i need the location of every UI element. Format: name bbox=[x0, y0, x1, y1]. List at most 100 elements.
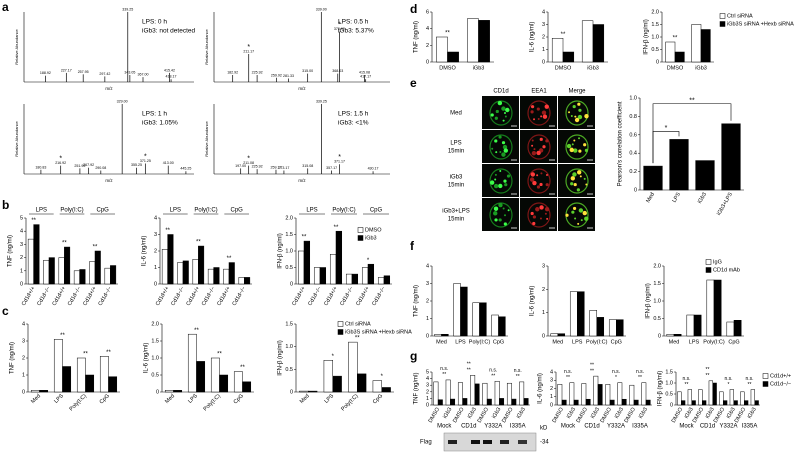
y-tick-label: 1 bbox=[542, 47, 545, 53]
bar bbox=[491, 314, 499, 337]
bar bbox=[48, 257, 55, 285]
legend-swatch bbox=[762, 381, 769, 387]
group-label: LPS bbox=[36, 208, 47, 214]
y-tick-label: 5 bbox=[426, 369, 429, 375]
fluorescent-spot bbox=[502, 119, 505, 122]
bar bbox=[695, 160, 715, 191]
significance: * bbox=[367, 258, 370, 264]
bar bbox=[207, 268, 214, 285]
y-tick-label: 6 bbox=[426, 9, 429, 15]
group-label: CpG bbox=[96, 208, 109, 214]
y-tick-label: 0.5 bbox=[653, 316, 661, 322]
significance: ** bbox=[165, 228, 170, 234]
bar bbox=[177, 262, 184, 285]
fluorescent-spot bbox=[570, 114, 573, 117]
y-tick-label: 0.5 bbox=[665, 391, 673, 397]
bar bbox=[161, 249, 168, 285]
fluorescent-spot bbox=[545, 139, 549, 143]
peak-label: 182.92 bbox=[227, 70, 238, 74]
bar bbox=[238, 277, 245, 285]
y-tick-label: 1 bbox=[426, 316, 429, 322]
y-tick-label: 1.0 bbox=[285, 344, 293, 350]
y-tick-label: 0 bbox=[22, 389, 25, 395]
fluorescent-spot bbox=[545, 183, 549, 187]
y-tick-label: 4 bbox=[154, 215, 157, 221]
y-tick-label: 0.5 bbox=[151, 372, 159, 378]
group-label: Mock bbox=[437, 424, 452, 430]
y-tick-label: 0.5 bbox=[285, 265, 293, 271]
bar bbox=[641, 382, 647, 406]
category-label: Med bbox=[299, 393, 311, 405]
y-axis-label: IL-6 (ng/ml) bbox=[142, 236, 148, 267]
row-label: 15min bbox=[448, 217, 464, 223]
y-tick-label: 1.5 bbox=[653, 281, 661, 287]
bar bbox=[698, 389, 703, 406]
bar bbox=[436, 36, 448, 63]
spectrum-annotation: LPS: 0 h bbox=[142, 19, 167, 26]
peak-label: 227.17 bbox=[61, 68, 72, 72]
fluorescent-spot bbox=[536, 174, 539, 177]
category-label: iGb3 bbox=[697, 192, 708, 205]
fluorescent-spot bbox=[504, 183, 508, 187]
peak-label: 413.00 bbox=[163, 161, 174, 165]
fluorescent-spot bbox=[540, 115, 543, 118]
y-tick-label: 1 bbox=[22, 372, 25, 378]
fluorescent-spot bbox=[540, 172, 543, 175]
row-label: Med bbox=[450, 111, 462, 117]
row-label: 15min bbox=[448, 149, 464, 155]
bar bbox=[597, 384, 603, 406]
bar bbox=[479, 302, 487, 337]
significance: ** bbox=[685, 382, 689, 388]
peak-label: 367.00 bbox=[138, 73, 149, 77]
bar bbox=[511, 398, 517, 406]
fluorescent-spot bbox=[565, 213, 569, 217]
fluorescent-spot bbox=[536, 185, 541, 189]
y-tick-label: 0.5 bbox=[285, 367, 293, 373]
bar bbox=[460, 286, 468, 337]
panel-letter: d bbox=[410, 2, 417, 16]
bar bbox=[335, 230, 343, 285]
fluorescent-spot bbox=[570, 182, 574, 186]
category-label: Med bbox=[669, 339, 680, 345]
category-label: LPS bbox=[324, 393, 336, 405]
peak-marker: * bbox=[59, 155, 62, 162]
significance: ** bbox=[83, 352, 88, 358]
fluorescent-spot bbox=[505, 107, 510, 113]
y-tick-label: 0.8 bbox=[629, 114, 637, 120]
bar bbox=[474, 383, 480, 406]
row-label: iGb3 bbox=[450, 175, 463, 181]
category-label: LPS bbox=[672, 191, 683, 203]
y-tick-label: 4 bbox=[426, 26, 429, 32]
bar bbox=[669, 139, 689, 191]
significance: ** bbox=[302, 235, 307, 241]
group-label: Mock bbox=[679, 424, 694, 430]
y-axis-label: Relative Abundance bbox=[14, 28, 19, 64]
y-tick-label: 2 bbox=[426, 389, 429, 395]
group-label: Poly(I:C) bbox=[194, 208, 217, 214]
fluorescent-spot bbox=[542, 114, 548, 119]
fluorescent-spot bbox=[541, 110, 547, 115]
group-label: CpG bbox=[230, 208, 243, 214]
peak-marker: * bbox=[338, 21, 341, 28]
category-label: iGb3 bbox=[747, 407, 758, 420]
y-tick-label: 0 bbox=[290, 281, 293, 287]
spectrum-annotation: iGb3: 1.05% bbox=[142, 120, 178, 127]
blot-band bbox=[471, 440, 480, 444]
cell-outline bbox=[565, 134, 589, 160]
y-tick-label: 0 bbox=[154, 281, 157, 287]
y-axis-label: TNF (ng/ml) bbox=[8, 235, 14, 267]
fluorescent-spot bbox=[572, 104, 576, 109]
fluorescent-spot bbox=[573, 139, 576, 142]
peak-label: 257.95 bbox=[78, 70, 89, 74]
panel-letter: b bbox=[2, 198, 9, 212]
y-tick-label: 0.5 bbox=[651, 47, 659, 53]
fluorescent-spot bbox=[577, 102, 581, 106]
y-tick-label: 2.0 bbox=[651, 9, 659, 15]
significance: n.s. bbox=[564, 369, 572, 375]
legend-swatch bbox=[705, 259, 712, 265]
y-axis-label: TNF (ng/ml) bbox=[414, 285, 420, 317]
legend-label: iGb3S siRNA +Hexb siRNA bbox=[345, 329, 412, 335]
fluorescent-spot bbox=[490, 113, 494, 117]
